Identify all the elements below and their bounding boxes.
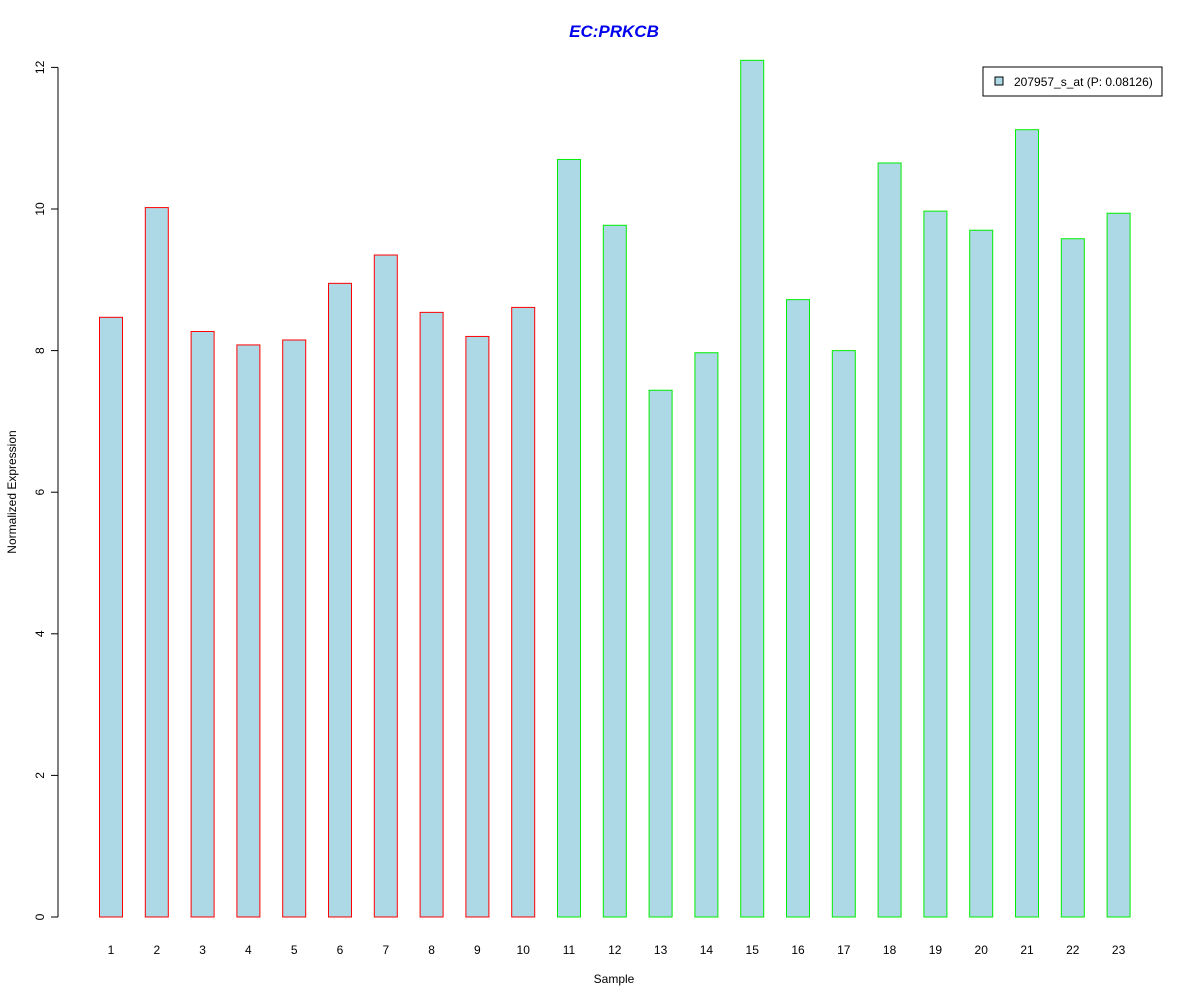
- y-axis-label: Normalized Expression: [5, 430, 19, 553]
- x-tick-label: 9: [474, 943, 481, 957]
- legend-box: [982, 66, 1163, 97]
- bar: [557, 158, 581, 918]
- x-tick-label: 8: [428, 943, 435, 957]
- bar: [969, 229, 994, 918]
- x-tick-label: 10: [517, 943, 531, 957]
- bar: [282, 339, 307, 918]
- bar: [1015, 129, 1039, 918]
- x-tick-label: 18: [883, 943, 897, 957]
- x-tick-label: 17: [837, 943, 851, 957]
- bar: [236, 344, 261, 918]
- bar: [144, 207, 169, 918]
- y-tick-label: 2: [33, 772, 47, 779]
- bar: [694, 352, 719, 918]
- legend: 207957_s_at (P: 0.08126): [982, 66, 1163, 97]
- bars: [99, 59, 1131, 918]
- legend-label: 207957_s_at (P: 0.08126): [1014, 75, 1153, 89]
- legend-swatch: [994, 76, 1004, 86]
- x-tick-labels: 1 2 3 4 5 6 7 8 9 10 11 12 13 14 15 16 17 18 19 20 21 22 23: [108, 943, 1126, 957]
- x-tick-label: 22: [1066, 943, 1080, 957]
- x-tick-label: 23: [1112, 943, 1126, 957]
- x-tick-label: 7: [382, 943, 389, 957]
- y-tick-label: 4: [33, 630, 47, 637]
- bar: [190, 330, 215, 918]
- x-tick-label: 4: [245, 943, 252, 957]
- bar: [419, 311, 444, 918]
- bar: [511, 306, 536, 918]
- bar: [923, 210, 948, 918]
- y-tick-label: 10: [33, 202, 47, 216]
- x-tick-label: 1: [108, 943, 115, 957]
- x-tick-label: 12: [608, 943, 622, 957]
- bar: [1060, 238, 1085, 918]
- y-tick-label: 0: [33, 913, 47, 920]
- x-tick-label: 21: [1020, 943, 1034, 957]
- bar: [99, 316, 123, 918]
- x-tick-label: 20: [975, 943, 989, 957]
- bar: [602, 224, 627, 918]
- bar: [373, 254, 398, 918]
- bar: [786, 299, 810, 918]
- x-tick-label: 3: [199, 943, 206, 957]
- x-axis-label: Sample: [594, 972, 635, 986]
- y-tick-label: 6: [33, 489, 47, 496]
- bar: [740, 59, 765, 918]
- bar: [328, 282, 352, 918]
- bar: [465, 335, 490, 918]
- x-tick-label: 13: [654, 943, 668, 957]
- y-tick-label: 12: [33, 60, 47, 74]
- x-tick-label: 16: [791, 943, 805, 957]
- y-axis: 0 2 4 6 8 10 12: [33, 60, 59, 920]
- x-tick-label: 5: [291, 943, 298, 957]
- y-tick-label: 8: [33, 347, 47, 354]
- bar: [648, 389, 673, 918]
- x-tick-label: 2: [153, 943, 160, 957]
- x-tick-label: 19: [929, 943, 943, 957]
- x-tick-label: 6: [337, 943, 344, 957]
- x-tick-label: 15: [746, 943, 760, 957]
- bar: [877, 162, 902, 918]
- bar: [831, 350, 856, 918]
- x-tick-label: 11: [563, 943, 576, 957]
- x-tick-label: 14: [700, 943, 714, 957]
- chart-title: EC:PRKCB: [569, 22, 659, 41]
- bar: [1106, 212, 1131, 918]
